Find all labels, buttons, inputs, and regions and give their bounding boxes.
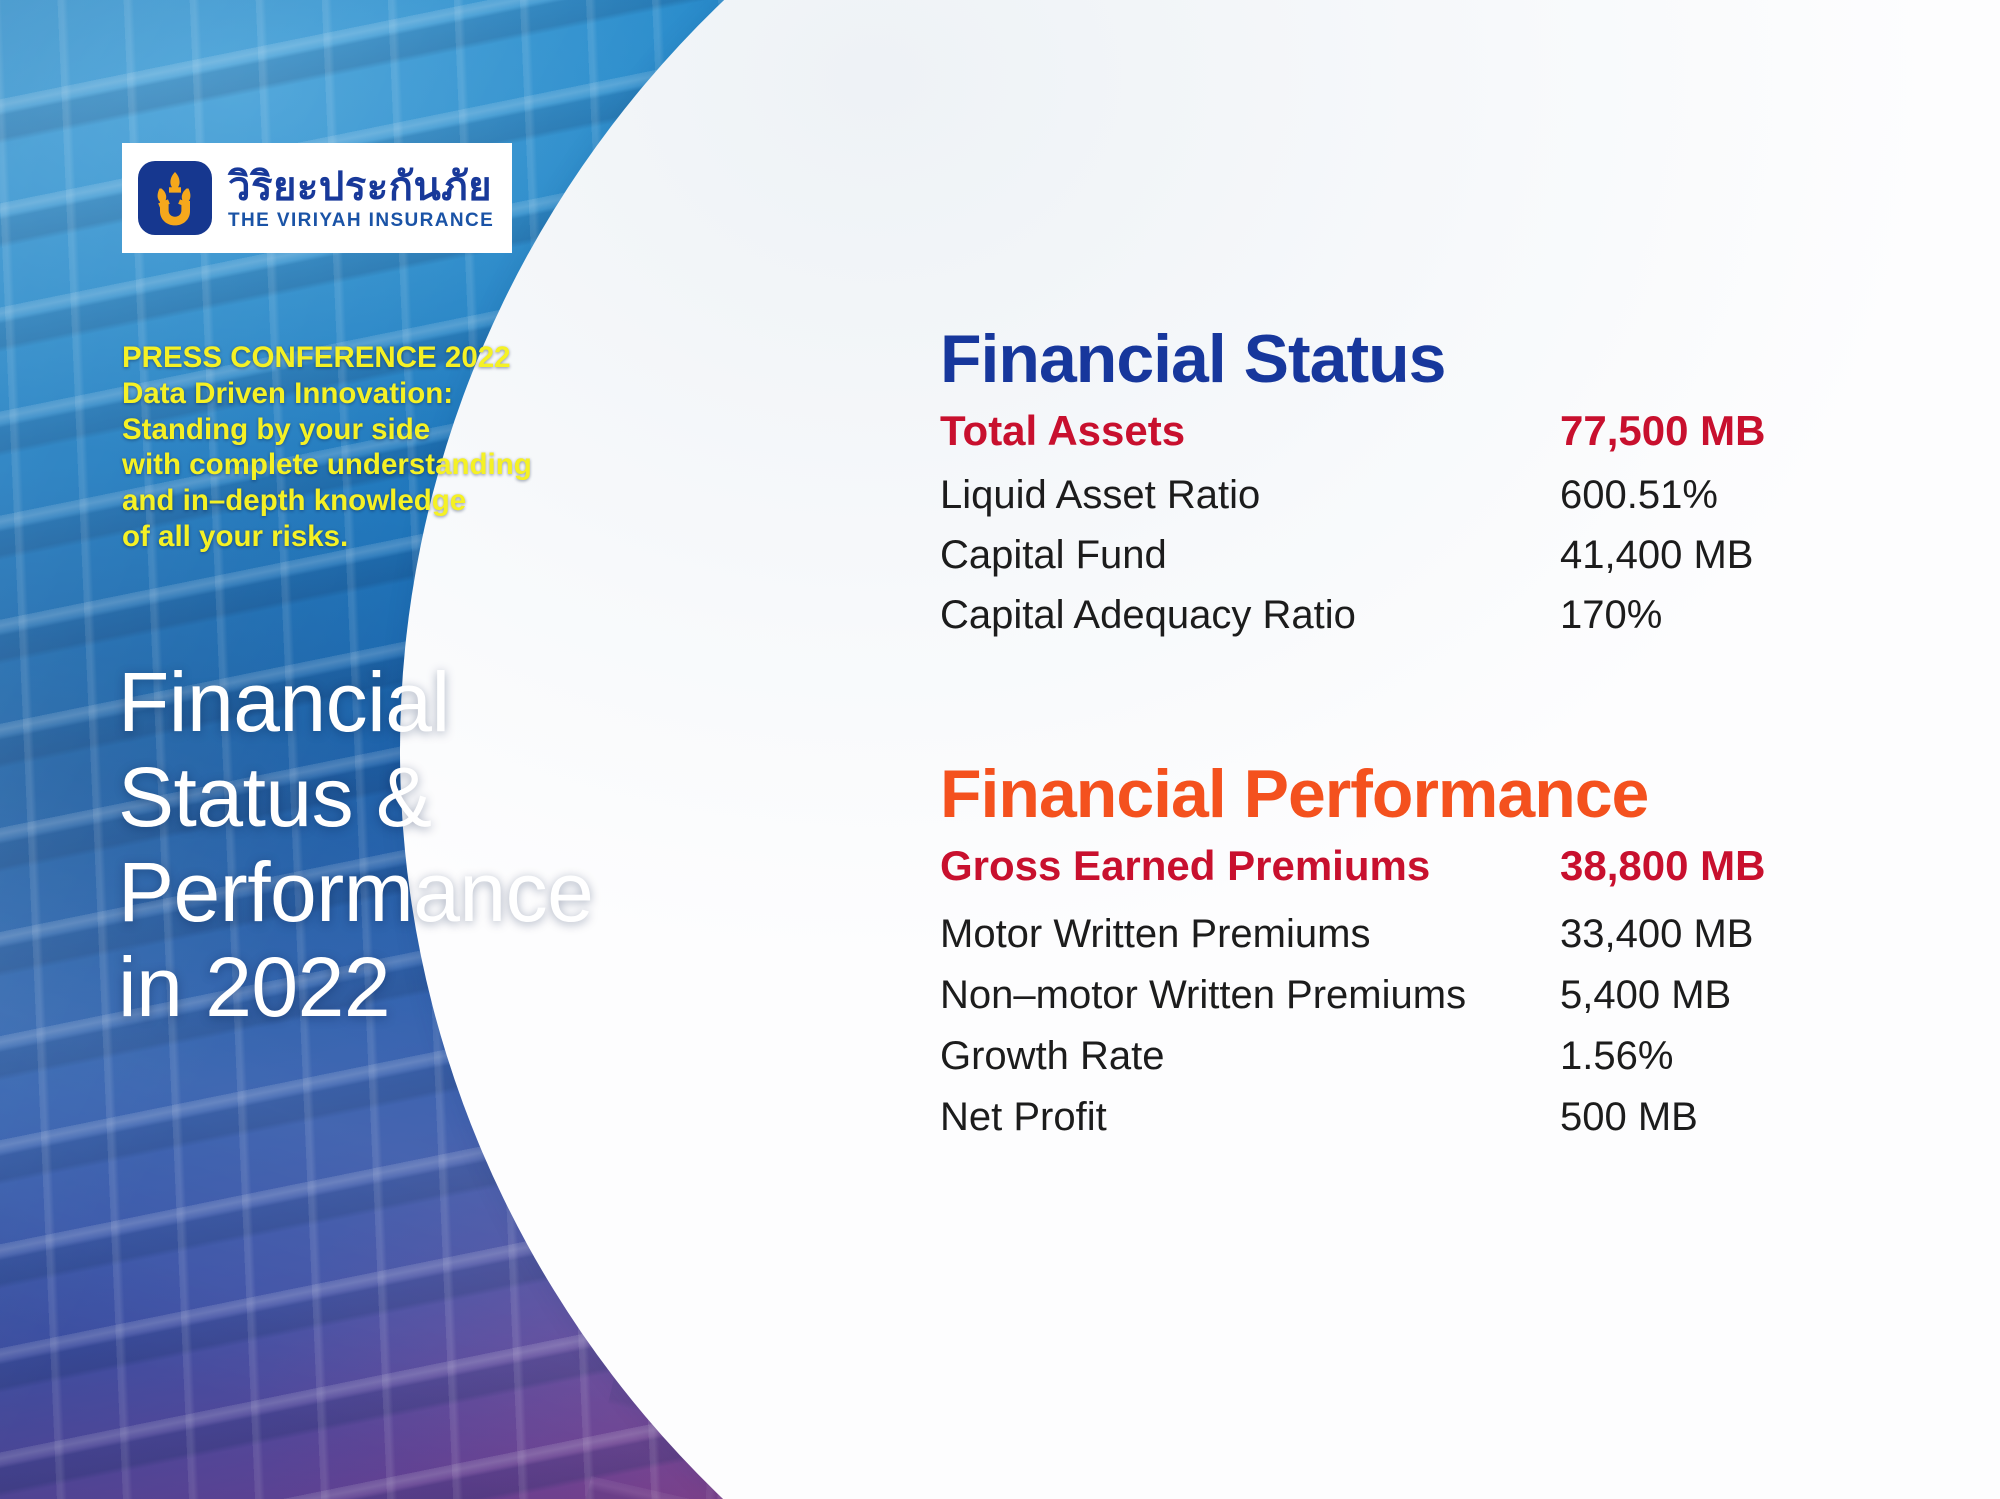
- financial-status-rows: Total Assets 77,500 MB Liquid Asset Rati…: [940, 407, 1940, 653]
- row-label: Liquid Asset Ratio: [940, 473, 1261, 517]
- financial-status-heading: Financial Status: [940, 321, 1446, 397]
- slide-title-line-4: in 2022: [118, 939, 391, 1034]
- financial-performance-rows: Gross Earned Premiums 38,800 MB Motor Wr…: [940, 842, 1940, 1156]
- brand-wordmark: วิริยะประกันภัย THE VIRIYAH INSURANCE: [228, 167, 494, 230]
- slide-title-line-2: Status &: [118, 749, 432, 844]
- row-value: 1.56%: [1560, 1034, 1674, 1078]
- row-label: Non–motor Written Premiums: [940, 973, 1467, 1017]
- slide-title-line-1: Financial: [118, 655, 450, 749]
- table-row: Capital Adequacy Ratio 170%: [940, 593, 1940, 653]
- row-label: Motor Written Premiums: [940, 912, 1371, 956]
- table-row: Liquid Asset Ratio 600.51%: [940, 473, 1940, 533]
- table-row: Capital Fund 41,400 MB: [940, 533, 1940, 593]
- financial-performance-heading: Financial Performance: [940, 756, 1649, 832]
- press-line-5: and in–depth knowledge: [122, 484, 467, 518]
- slide-title-line-3: Performance: [118, 844, 594, 939]
- financial-status-section: Financial Status Total Assets 77,500 MB …: [940, 325, 1940, 653]
- row-value: 600.51%: [1560, 473, 1718, 517]
- press-line-4: with complete understanding: [122, 448, 532, 482]
- row-value: 77,500 MB: [1560, 407, 1766, 454]
- brand-english-name: THE VIRIYAH INSURANCE: [228, 209, 495, 231]
- row-value: 33,400 MB: [1560, 912, 1754, 956]
- row-label: Total Assets: [940, 407, 1186, 454]
- table-row: Net Profit 500 MB: [940, 1095, 1940, 1156]
- press-line-2: Data Driven Innovation:: [122, 376, 454, 410]
- row-value: 5,400 MB: [1560, 973, 1732, 1017]
- viriyah-emblem-icon: [138, 161, 212, 235]
- table-row: Motor Written Premiums 33,400 MB: [940, 912, 1940, 973]
- table-row: Non–motor Written Premiums 5,400 MB: [940, 973, 1940, 1034]
- row-label: Capital Fund: [940, 533, 1167, 577]
- table-row: Growth Rate 1.56%: [940, 1034, 1940, 1095]
- row-label: Net Profit: [940, 1095, 1107, 1139]
- row-value: 170%: [1560, 593, 1663, 637]
- press-line-3: Standing by your side: [122, 412, 431, 446]
- table-row: Total Assets 77,500 MB: [940, 407, 1940, 473]
- white-curved-panel: [400, 0, 2000, 1499]
- row-label: Capital Adequacy Ratio: [940, 593, 1356, 637]
- brand-thai-name: วิริยะประกันภัย: [228, 163, 493, 210]
- press-conference-block: PRESS CONFERENCE 2022 Data Driven Innova…: [122, 340, 682, 555]
- row-value: 500 MB: [1560, 1095, 1698, 1139]
- row-value: 41,400 MB: [1560, 533, 1754, 577]
- press-line-1: PRESS CONFERENCE 2022: [122, 341, 511, 374]
- row-label: Growth Rate: [940, 1034, 1165, 1078]
- slide-title: Financial Status & Performance in 2022: [118, 655, 718, 1035]
- brand-logo-lockup: วิริยะประกันภัย THE VIRIYAH INSURANCE: [122, 143, 512, 253]
- financial-performance-section: Financial Performance Gross Earned Premi…: [940, 760, 1940, 1156]
- row-label: Gross Earned Premiums: [940, 842, 1431, 889]
- table-row: Gross Earned Premiums 38,800 MB: [940, 842, 1940, 912]
- press-line-6: of all your risks.: [122, 520, 349, 554]
- row-value: 38,800 MB: [1560, 842, 1766, 889]
